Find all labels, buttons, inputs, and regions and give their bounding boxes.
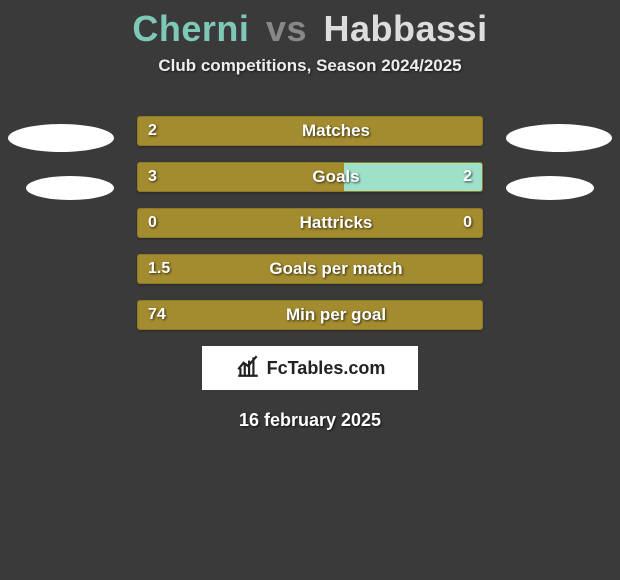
decor-ellipse-left-1 (8, 124, 114, 152)
date-text: 16 february 2025 (0, 410, 620, 431)
bar-rows: 2Matches3Goals20Hattricks01.5Goals per m… (137, 116, 483, 330)
stat-row: 74Min per goal (137, 300, 483, 330)
logo-text: FcTables.com (267, 358, 386, 379)
comparison-chart: 2Matches3Goals20Hattricks01.5Goals per m… (0, 116, 620, 330)
stat-row: 3Goals2 (137, 162, 483, 192)
stat-value-left: 0 (138, 209, 167, 237)
stat-label: Hattricks (138, 209, 482, 237)
stat-value-left: 1.5 (138, 255, 180, 283)
decor-ellipse-right-1 (506, 124, 612, 152)
stat-row: 2Matches (137, 116, 483, 146)
stat-value-right: 2 (453, 163, 482, 191)
stat-label: Matches (138, 117, 482, 145)
stat-row: 0Hattricks0 (137, 208, 483, 238)
stat-value-right: 0 (453, 209, 482, 237)
decor-ellipse-right-2 (506, 176, 594, 200)
logo-box: FcTables.com (202, 346, 418, 390)
decor-ellipse-left-2 (26, 176, 114, 200)
vs-text: vs (266, 8, 307, 49)
stat-value-left: 2 (138, 117, 167, 145)
player1-name: Cherni (132, 8, 249, 49)
stat-label: Goals per match (138, 255, 482, 283)
player2-name: Habbassi (324, 8, 488, 49)
stat-label: Goals (138, 163, 482, 191)
page-title: Cherni vs Habbassi (0, 0, 620, 50)
subtitle: Club competitions, Season 2024/2025 (0, 56, 620, 76)
chart-icon (235, 353, 261, 384)
stat-value-left: 74 (138, 301, 176, 329)
stat-value-left: 3 (138, 163, 167, 191)
stat-row: 1.5Goals per match (137, 254, 483, 284)
stat-label: Min per goal (138, 301, 482, 329)
